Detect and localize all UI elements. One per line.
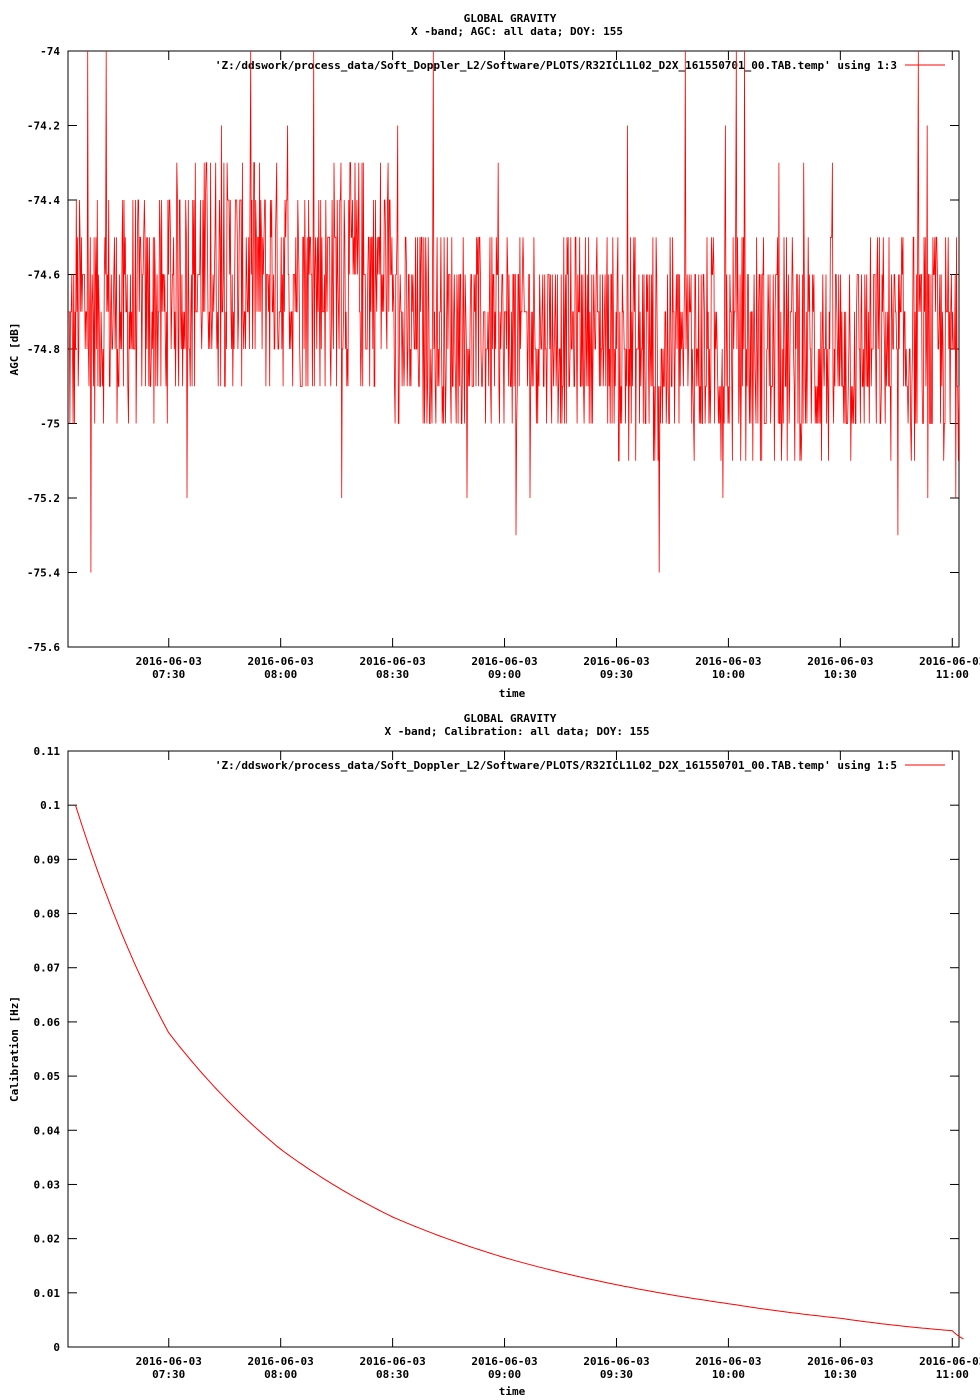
- x-tick-time: 08:30: [376, 668, 409, 681]
- y-tick-label: -75: [40, 418, 60, 431]
- y-axis-label: Calibration [Hz]: [8, 996, 21, 1102]
- chart-subtitle: X -band; AGC: all data; DOY: 155: [411, 25, 623, 38]
- y-tick-label: -74.4: [27, 194, 60, 207]
- x-tick-label: 2016-06-03 10:00: [695, 1355, 761, 1381]
- y-tick-label: 0.07: [34, 962, 61, 975]
- x-tick-date: 2016-06-03: [583, 655, 649, 668]
- series-layer: [68, 50, 960, 573]
- x-tick-time: 09:30: [600, 668, 633, 681]
- x-tick-date: 2016-06-03: [695, 1355, 761, 1368]
- x-tick-label: 2016-06-03 08:00: [248, 655, 314, 681]
- x-tick-label: 2016-06-03 08:00: [248, 1355, 314, 1381]
- y-tick-label: -74.6: [27, 269, 60, 282]
- x-tick-label: 2016-06-03 11:00: [919, 655, 980, 681]
- x-tick-time: 07:30: [152, 1368, 185, 1381]
- y-tick-label: -75.6: [27, 641, 60, 654]
- plot-frame: [67, 750, 960, 1348]
- y-axis-ticks: 0.11 0.1 0.09 0.08 0.07 0.06 0.05 0.04 0.03 0.02 0…: [34, 745, 959, 1354]
- x-tick-time: 11:00: [936, 1368, 969, 1381]
- y-tick-label: 0.03: [34, 1178, 61, 1191]
- x-tick-label: 2016-06-03 09:00: [471, 1355, 537, 1381]
- x-tick-label: 2016-06-03 09:00: [471, 655, 537, 681]
- x-tick-label: 2016-06-03 07:30: [136, 655, 202, 681]
- agc-chart: GLOBAL GRAVITY X -band; AGC: all data; D…: [8, 12, 980, 700]
- x-tick-time: 11:00: [936, 668, 969, 681]
- y-axis-label: AGC [dB]: [8, 323, 21, 376]
- x-tick-time: 10:30: [824, 1368, 857, 1381]
- x-tick-time: 10:30: [824, 668, 857, 681]
- y-tick-label: 0.09: [34, 853, 61, 866]
- y-tick-label: 0.1: [40, 799, 60, 812]
- x-tick-date: 2016-06-03: [248, 655, 314, 668]
- x-tick-time: 09:30: [600, 1368, 633, 1381]
- y-tick-label: 0: [53, 1341, 60, 1354]
- y-tick-label: 0.04: [34, 1124, 61, 1137]
- y-tick-label: 0.02: [34, 1233, 61, 1246]
- x-tick-date: 2016-06-03: [136, 655, 202, 668]
- x-tick-date: 2016-06-03: [807, 655, 873, 668]
- x-axis-label: time: [499, 1385, 526, 1398]
- calibration-chart: GLOBAL GRAVITY X -band; Calibration: all…: [8, 712, 980, 1398]
- y-tick-label: -74.2: [27, 120, 60, 133]
- y-axis-ticks: -74 -74.2 -74.4 -74.6 -74.8 -75 -75.2 -75.4 -75.…: [27, 45, 959, 654]
- y-tick-label: 0.08: [34, 908, 61, 921]
- legend-label: 'Z:/ddswork/process_data/Soft_Doppler_L2…: [215, 59, 897, 72]
- x-axis-label: time: [499, 687, 526, 700]
- y-tick-label: -75.4: [27, 567, 60, 580]
- x-tick-label: 2016-06-03 10:30: [807, 1355, 873, 1381]
- y-tick-label: 0.05: [34, 1070, 61, 1083]
- series-line: [68, 50, 960, 573]
- x-tick-date: 2016-06-03: [919, 1355, 980, 1368]
- x-tick-date: 2016-06-03: [807, 1355, 873, 1368]
- x-tick-time: 08:00: [264, 1368, 297, 1381]
- x-tick-date: 2016-06-03: [359, 1355, 425, 1368]
- chart-title: GLOBAL GRAVITY: [464, 12, 557, 25]
- x-tick-date: 2016-06-03: [695, 655, 761, 668]
- x-tick-time: 09:00: [488, 668, 521, 681]
- y-tick-label: 0.11: [34, 745, 61, 758]
- series-layer: [75, 805, 964, 1340]
- x-tick-time: 07:30: [152, 668, 185, 681]
- chart-title: GLOBAL GRAVITY: [464, 712, 557, 725]
- x-tick-label: 2016-06-03 09:30: [583, 1355, 649, 1381]
- x-tick-label: 2016-06-03 10:00: [695, 655, 761, 681]
- x-tick-time: 08:30: [376, 1368, 409, 1381]
- x-tick-label: 2016-06-03 07:30: [136, 1355, 202, 1381]
- x-tick-date: 2016-06-03: [136, 1355, 202, 1368]
- x-tick-date: 2016-06-03: [471, 655, 537, 668]
- x-tick-label: 2016-06-03 08:30: [359, 655, 425, 681]
- x-tick-date: 2016-06-03: [359, 655, 425, 668]
- x-tick-date: 2016-06-03: [248, 1355, 314, 1368]
- x-tick-time: 08:00: [264, 668, 297, 681]
- x-tick-date: 2016-06-03: [583, 1355, 649, 1368]
- legend-label: 'Z:/ddswork/process_data/Soft_Doppler_L2…: [215, 759, 897, 772]
- y-tick-label: 0.06: [34, 1016, 61, 1029]
- x-tick-label: 2016-06-03 09:30: [583, 655, 649, 681]
- x-tick-label: 2016-06-03 11:00: [919, 1355, 980, 1381]
- x-tick-time: 09:00: [488, 1368, 521, 1381]
- y-tick-label: -74.8: [27, 343, 60, 356]
- y-tick-label: -74: [40, 45, 60, 58]
- x-tick-date: 2016-06-03: [471, 1355, 537, 1368]
- y-tick-label: -75.2: [27, 492, 60, 505]
- x-tick-label: 2016-06-03 08:30: [359, 1355, 425, 1381]
- series-line: [75, 805, 964, 1340]
- chart-subtitle: X -band; Calibration: all data; DOY: 155: [385, 725, 650, 738]
- x-tick-label: 2016-06-03 10:30: [807, 655, 873, 681]
- x-tick-time: 10:00: [712, 668, 745, 681]
- y-tick-label: 0.01: [34, 1287, 61, 1300]
- x-tick-time: 10:00: [712, 1368, 745, 1381]
- x-tick-date: 2016-06-03: [919, 655, 980, 668]
